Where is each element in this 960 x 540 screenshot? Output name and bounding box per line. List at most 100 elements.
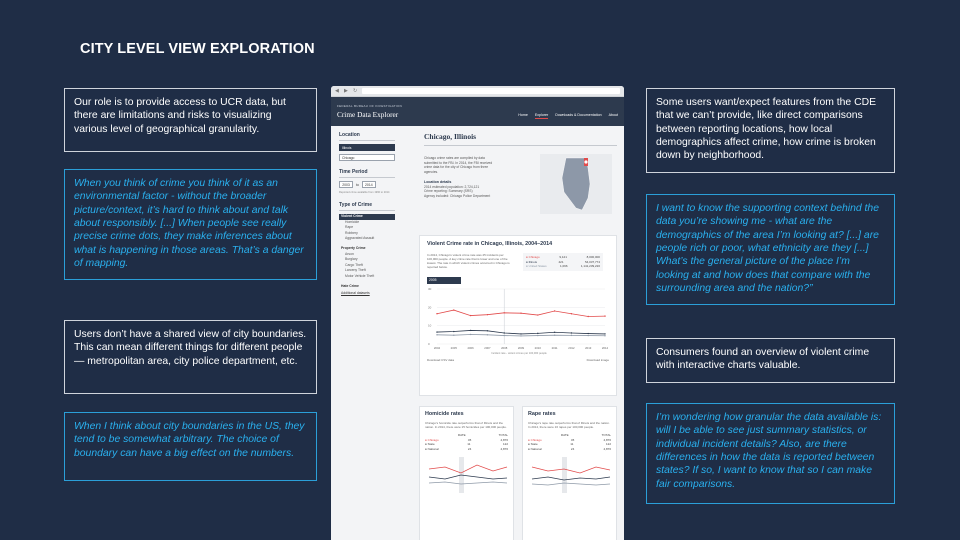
- state-map[interactable]: [540, 154, 612, 214]
- x-tick-label: 2008: [501, 346, 508, 350]
- city-intro: Chicago crime rates are compiled by data…: [424, 156, 493, 174]
- homicide-mini-chart[interactable]: [425, 455, 509, 495]
- x-tick-label: 2012: [568, 346, 575, 350]
- data-point: [453, 309, 455, 311]
- data-point: [570, 334, 573, 336]
- x-tick-label: 2014: [602, 346, 609, 350]
- browser-bar: ◀ ▶ ↻: [331, 86, 624, 97]
- crime-type-list: Violent Crime Homicide Rape Robbery Aggr…: [339, 214, 395, 297]
- data-point: [503, 334, 505, 337]
- homicide-card: Homicide rates Chicago's homicide rate o…: [419, 406, 514, 540]
- url-bar[interactable]: [362, 88, 620, 94]
- x-tick-label: 2004: [434, 346, 441, 350]
- crime-type-hate[interactable]: Hate Crime: [341, 283, 359, 288]
- legend-row[interactable]: ● Illinois 421 54,037,774: [526, 259, 600, 264]
- crime-type-property[interactable]: Property Crime: [341, 245, 366, 250]
- y-tick-label: 0: [428, 342, 430, 346]
- homicide-title: Homicide rates: [425, 411, 464, 417]
- nav-explorer[interactable]: Explorer: [534, 113, 549, 119]
- crime-type-violent[interactable]: Violent Crime: [339, 214, 395, 220]
- x-axis-note: Incident rate - violent crimes per 100,0…: [491, 351, 547, 355]
- legend-row[interactable]: ● Chicago 9,121 8,000,000: [526, 255, 600, 259]
- app-header: FEDERAL BUREAU OF INVESTIGATION Crime Da…: [331, 97, 624, 126]
- crime-type-item[interactable]: Rape: [345, 225, 354, 230]
- app-screenshot: ◀ ▶ ↻ FEDERAL BUREAU OF INVESTIGATION Cr…: [331, 86, 624, 540]
- period-heading: Time Period: [339, 169, 395, 178]
- download-image-link[interactable]: Download image: [586, 357, 609, 362]
- legend-row[interactable]: ● United States 1,096 1,141,239,220: [526, 264, 600, 269]
- rape-desc: Chicago's rape rate outperforms that of …: [528, 421, 610, 429]
- data-point: [587, 315, 589, 317]
- data-point: [520, 312, 522, 314]
- location-detail: Agency included: Chicago Police Departme…: [424, 193, 491, 198]
- nav-home[interactable]: Home: [518, 113, 528, 117]
- page-title: CITY LEVEL VIEW EXPLORATION: [80, 41, 315, 57]
- data-point: [503, 332, 505, 334]
- forward-icon[interactable]: ▶: [344, 87, 348, 94]
- data-point: [486, 313, 489, 316]
- data-point: [587, 334, 589, 337]
- x-tick-label: 2006: [467, 346, 474, 350]
- data-point: [604, 334, 606, 337]
- note-overview: Consumers found an overview of violent c…: [646, 338, 895, 383]
- data-point: [520, 332, 522, 335]
- reload-icon[interactable]: ↻: [353, 87, 358, 94]
- city-select[interactable]: Chicago: [339, 154, 395, 161]
- x-tick-label: 2007: [484, 346, 491, 350]
- to-year-input[interactable]: 2014: [361, 181, 376, 188]
- data-point: [553, 331, 556, 333]
- rape-title: Rape rates: [528, 411, 556, 417]
- period-note: Reported crime available from 1960 to 20…: [339, 191, 390, 194]
- crime-type-item[interactable]: Burglary: [345, 257, 358, 262]
- y-tick-label: 30: [428, 287, 432, 291]
- quote-granular: I’m wondering how granular the data avai…: [646, 403, 895, 504]
- location-detail: 2014 estimated population: 2,724,121: [424, 184, 480, 189]
- x-tick-label: 2009: [518, 346, 525, 350]
- crime-type-item[interactable]: Robbery: [345, 230, 358, 235]
- chart-legend: ● Chicago 9,121 8,000,000 ● Illinois 421 54,…: [523, 253, 603, 271]
- quote-boundaries: When I think about city boundaries in th…: [64, 412, 317, 481]
- state-select[interactable]: Illinois: [339, 144, 395, 151]
- download-csv-link[interactable]: Download CSV data: [427, 357, 455, 362]
- back-icon[interactable]: ◀: [335, 87, 339, 94]
- x-tick-label: 2013: [585, 346, 592, 350]
- nav-about[interactable]: About: [608, 113, 618, 117]
- filter-sidebar: Location Illinois Chicago Time Period 20…: [339, 132, 395, 297]
- crime-type-item[interactable]: Homicide: [345, 219, 360, 224]
- crime-type-item[interactable]: Larceny Theft: [345, 268, 366, 273]
- data-point: [537, 314, 539, 316]
- data-point: [587, 332, 589, 335]
- data-point: [469, 314, 472, 317]
- rape-card: Rape rates Chicago's rape rate outperfor…: [522, 406, 617, 540]
- crime-type-item[interactable]: Motor Vehicle Theft: [345, 273, 375, 278]
- nav-downloads[interactable]: Downloads & Documentation: [555, 113, 602, 117]
- app-logo[interactable]: Crime Data Explorer: [337, 110, 399, 119]
- data-point: [553, 334, 556, 336]
- homicide-desc: Chicago's homicide rate outperforms that…: [425, 421, 507, 429]
- homicide-table: RATE TOTAL ● Chicago 45 4,876 ● State 11 122 …: [425, 433, 508, 451]
- data-point: [570, 332, 573, 334]
- year-select[interactable]: 2005: [427, 276, 461, 284]
- data-point: [453, 330, 455, 333]
- quote-environmental: When you think of crime you think of it …: [64, 169, 317, 280]
- crime-type-item[interactable]: Cargo Theft: [345, 262, 363, 267]
- rape-mini-chart[interactable]: [528, 455, 612, 495]
- crime-type-item[interactable]: Aggravated Assault: [345, 236, 375, 241]
- type-heading: Type of Crime: [339, 202, 395, 211]
- additional-datasets-link[interactable]: Additional datasets: [341, 291, 370, 296]
- data-point: [570, 312, 573, 315]
- chart-title: Violent Crime rate in Chicago, Illinois,…: [427, 241, 553, 247]
- from-year-input[interactable]: 2003: [339, 181, 353, 188]
- data-point: [469, 333, 472, 335]
- main-nav: Home Explorer Downloads & Documentation …: [518, 113, 618, 119]
- data-point: [553, 310, 556, 312]
- data-point: [436, 331, 438, 333]
- violent-crime-card: Violent Crime rate in Chicago, Illinois,…: [419, 235, 617, 396]
- note-boundaries: Users don’t have a shared view of city b…: [64, 320, 317, 394]
- data-point: [537, 334, 539, 337]
- quote-context: I want to know the supporting context be…: [646, 194, 895, 305]
- crime-type-item[interactable]: Arson: [345, 251, 354, 256]
- data-point: [486, 333, 489, 336]
- location-heading: Location: [339, 132, 395, 141]
